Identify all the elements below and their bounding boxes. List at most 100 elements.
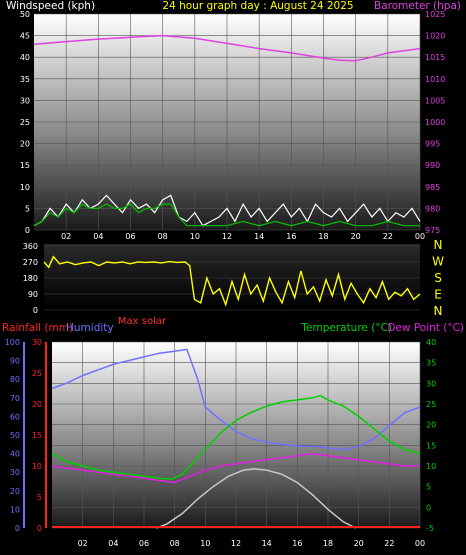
temperature-grid <box>52 341 421 529</box>
wind-direction-tick-label: 90 <box>28 290 38 299</box>
rainfall-legend: Rainfall (mm) <box>2 322 73 334</box>
temperature-tick-label: 30 <box>426 379 436 388</box>
compass-label: E <box>434 288 442 302</box>
barometer-tick-label: 980 <box>425 204 440 213</box>
wind-x-tick-label: 04 <box>93 232 103 241</box>
chart-title: 24 hour graph day : August 24 2025 <box>162 0 353 12</box>
wind-x-tick-label: 02 <box>61 232 71 241</box>
barometer-tick-label: 975 <box>425 226 440 235</box>
barometer-tick-label: 1015 <box>425 53 445 62</box>
humidity-tick-label: 80 <box>10 375 20 384</box>
temperature-x-tick-label: 08 <box>170 539 180 548</box>
wind-x-tick-label: 20 <box>351 232 361 241</box>
temperature-x-tick-label: 14 <box>262 539 272 548</box>
wind-x-tick-label: 12 <box>222 232 232 241</box>
temperature-tick-label: 35 <box>426 359 436 368</box>
wind-x-tick-label: 18 <box>318 232 328 241</box>
compass-label: S <box>434 271 442 285</box>
wind-tick-label: 15 <box>20 161 30 170</box>
rainfall-tick-label: 25 <box>32 369 42 378</box>
wind-x-tick-label: 14 <box>254 232 264 241</box>
wind-grid <box>34 13 421 231</box>
rainfall-tick-label: 5 <box>37 493 42 502</box>
temperature-tick-label: 5 <box>426 483 431 492</box>
humidity-tick-label: 40 <box>10 450 20 459</box>
temperature-x-tick-label: 22 <box>384 539 394 548</box>
compass-label: N <box>434 304 443 318</box>
wind-tick-label: 10 <box>20 183 30 192</box>
wind-tick-label: 20 <box>20 140 30 149</box>
humidity-tick-label: 100 <box>5 338 20 347</box>
temperature-tick-label: 0 <box>426 503 431 512</box>
humidity-tick-label: 10 <box>10 505 20 514</box>
rainfall-tick-label: 30 <box>32 338 42 347</box>
wind-direction-tick-label: 360 <box>23 242 38 251</box>
rainfall-tick-label: 15 <box>32 431 42 440</box>
temperature-tick-label: 15 <box>426 441 436 450</box>
temperature-tick-label: 40 <box>426 338 436 347</box>
wind-x-tick-label: 10 <box>190 232 200 241</box>
temperature-marks <box>51 348 421 529</box>
solar-line <box>156 468 356 529</box>
temperature-tick-label: 10 <box>426 462 436 471</box>
temperature-x-tick-label: 18 <box>323 539 333 548</box>
wind-x-tick-label: 22 <box>383 232 393 241</box>
humidity-line <box>51 348 421 451</box>
wind-tick-label: 35 <box>20 75 30 84</box>
barometer-tick-label: 990 <box>425 161 440 170</box>
wind-direction-marks <box>43 255 421 307</box>
wind-direction-tick-label: 180 <box>23 274 38 283</box>
compass-label: N <box>434 238 443 252</box>
wind-direction-line <box>43 255 421 307</box>
temperature-panel: Max solar Rainfall (mm) Humidity Tempera… <box>2 316 464 548</box>
humidity-tick-label: 60 <box>10 412 20 421</box>
barometer-tick-label: 1000 <box>425 118 445 127</box>
wind-tick-label: 25 <box>20 118 30 127</box>
rainfall-tick-label: 10 <box>32 462 42 471</box>
temperature-tick-label: 20 <box>426 421 436 430</box>
wind-barometer-panel: 0510152025303540455097598098599099510001… <box>6 0 461 241</box>
humidity-tick-label: 50 <box>10 431 20 440</box>
wind-x-tick-label: 16 <box>286 232 296 241</box>
temperature-ticks: -505101520253035400102030405060708090100… <box>5 338 436 548</box>
wind-direction-plot-area <box>44 244 420 310</box>
barometer-axis-label: Barometer (hpa) <box>374 0 461 12</box>
temperature-x-tick-label: 12 <box>231 539 241 548</box>
wind-direction-tick-label: 270 <box>23 258 38 267</box>
dewpoint-line <box>51 452 420 484</box>
humidity-tick-label: 0 <box>15 524 20 533</box>
wind-speed-line <box>33 194 421 227</box>
temperature-legend: Temperature (°C) <box>300 322 392 334</box>
temperature-x-tick-label: 04 <box>108 539 118 548</box>
wind-tick-label: 50 <box>20 10 30 19</box>
wind-marks <box>33 34 421 227</box>
barometer-line <box>33 34 421 62</box>
wind-x-tick-label: 06 <box>125 232 135 241</box>
wind-tick-label: 0 <box>25 226 30 235</box>
temperature-x-tick-label: 02 <box>78 539 88 548</box>
barometer-tick-label: 1010 <box>425 75 445 84</box>
rainfall-tick-label: 20 <box>32 400 42 409</box>
compass-label: W <box>432 255 444 269</box>
wind-axis-label: Windspeed (kph) <box>6 0 95 12</box>
humidity-tick-label: 30 <box>10 468 20 477</box>
temperature-x-tick-label: 16 <box>292 539 302 548</box>
humidity-tick-label: 20 <box>10 487 20 496</box>
wind-x-tick-label: 00 <box>415 232 425 241</box>
wind-tick-label: 40 <box>20 53 30 62</box>
humidity-tick-label: 90 <box>10 357 20 366</box>
wind-tick-label: 5 <box>25 204 30 213</box>
humidity-tick-label: 70 <box>10 394 20 403</box>
wind-tick-label: 30 <box>20 96 30 105</box>
barometer-tick-label: 995 <box>425 140 440 149</box>
temperature-tick-label: 25 <box>426 400 436 409</box>
wind-direction-tick-label: 0 <box>33 306 38 315</box>
temperature-x-tick-label: 06 <box>139 539 149 548</box>
barometer-tick-label: 1005 <box>425 96 445 105</box>
wind-gust-line <box>33 203 420 227</box>
wind-tick-label: 45 <box>20 32 30 41</box>
dewpoint-legend: Dew Point (°C) <box>387 322 464 334</box>
barometer-tick-label: 985 <box>425 183 440 192</box>
